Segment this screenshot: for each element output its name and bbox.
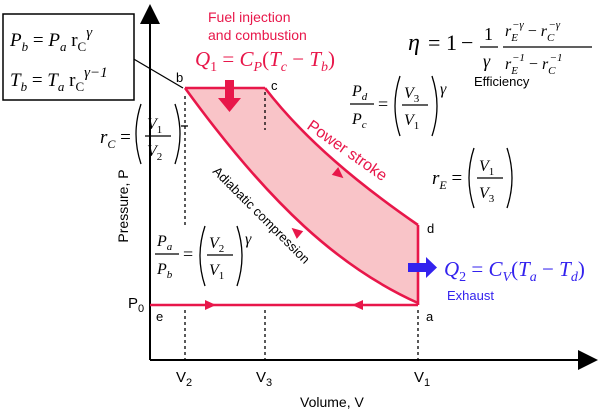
svg-text:V1: V1 [209, 262, 224, 282]
arrow-intake-left-icon [352, 300, 363, 310]
tick-label-v1: V1 [414, 369, 430, 389]
rc-ratio: rC = V1 V2 [100, 103, 181, 165]
svg-text:rE =: rE = [432, 168, 462, 192]
svg-text:−: − [461, 30, 473, 55]
svg-text:1: 1 [446, 30, 457, 55]
svg-text:γ: γ [483, 51, 491, 71]
box-pointer-line [131, 57, 184, 89]
efficiency-label: Efficiency [474, 74, 530, 89]
pd-pc-ratio: Pd Pc = V3 V1 γ [350, 75, 447, 137]
tick-label-p0: P0 [128, 295, 144, 315]
tb-relation: Tb = Ta rCγ−1 [10, 65, 108, 94]
cycle-path [150, 86, 420, 307]
point-label-e: e [156, 309, 163, 324]
y-axis-label: Pressure, P [115, 169, 131, 242]
svg-text:V1: V1 [479, 158, 494, 178]
point-label-d: d [427, 221, 434, 236]
svg-text:V3: V3 [404, 85, 420, 105]
svg-text:Pb: Pb [156, 261, 173, 281]
tick-label-v2: V2 [176, 369, 192, 389]
state-relations-box: Pb = Pa rCγ Tb = Ta rCγ−1 [2, 13, 135, 101]
svg-text:=: = [378, 94, 388, 114]
tick-label-v3: V3 [256, 369, 272, 389]
svg-text:V2: V2 [147, 143, 162, 163]
arrow-intake-right-icon [205, 300, 216, 310]
svg-text:V1: V1 [147, 116, 162, 136]
re-ratio: rE = V1 V3 [432, 147, 513, 209]
svg-text:rE−1 − rC−1: rE−1 − rC−1 [505, 52, 562, 77]
q2-equation: Q2 = CV(Ta − Td) [444, 257, 585, 285]
svg-text:=: = [183, 244, 193, 264]
svg-text:Pd: Pd [351, 83, 368, 103]
svg-text:γ: γ [245, 231, 252, 248]
arrow-compression-icon [291, 227, 304, 239]
svg-text:Pa: Pa [156, 233, 173, 253]
exhaust-label: Exhaust [447, 288, 494, 303]
heat-in-arrow-icon [218, 80, 241, 112]
guide-lines [184, 92, 419, 360]
fuel-injection-label: Fuel injection and combustion [208, 9, 307, 43]
svg-text:η: η [408, 30, 420, 56]
svg-text:γ: γ [440, 81, 447, 98]
point-label-b: b [176, 70, 183, 85]
cycle-area [185, 88, 418, 303]
svg-text:V3: V3 [479, 185, 495, 205]
x-axis-label: Volume, V [300, 394, 364, 410]
svg-text:rC =: rC = [100, 127, 131, 151]
pb-relation: Pb = Pa rCγ [9, 25, 93, 54]
arrow-power-stroke-icon [331, 167, 344, 179]
svg-text:Pc: Pc [351, 111, 367, 131]
point-label-a: a [426, 309, 434, 324]
svg-text:V2: V2 [209, 235, 224, 255]
pa-pb-ratio: Pa Pb = V2 V1 γ [155, 225, 252, 287]
heat-out-arrow-icon [408, 257, 437, 278]
q1-equation: Q1 = CP(Tc − Tb) [195, 47, 335, 75]
svg-text:1: 1 [484, 24, 493, 44]
svg-text:=: = [428, 30, 440, 55]
point-label-c: c [271, 78, 278, 93]
svg-text:rE−γ − rC−γ: rE−γ − rC−γ [505, 19, 561, 44]
efficiency-formula: η = 1 − 1 γ rE−γ − rC−γ rE−1 − rC−1 [408, 19, 592, 77]
svg-text:V1: V1 [404, 112, 419, 132]
